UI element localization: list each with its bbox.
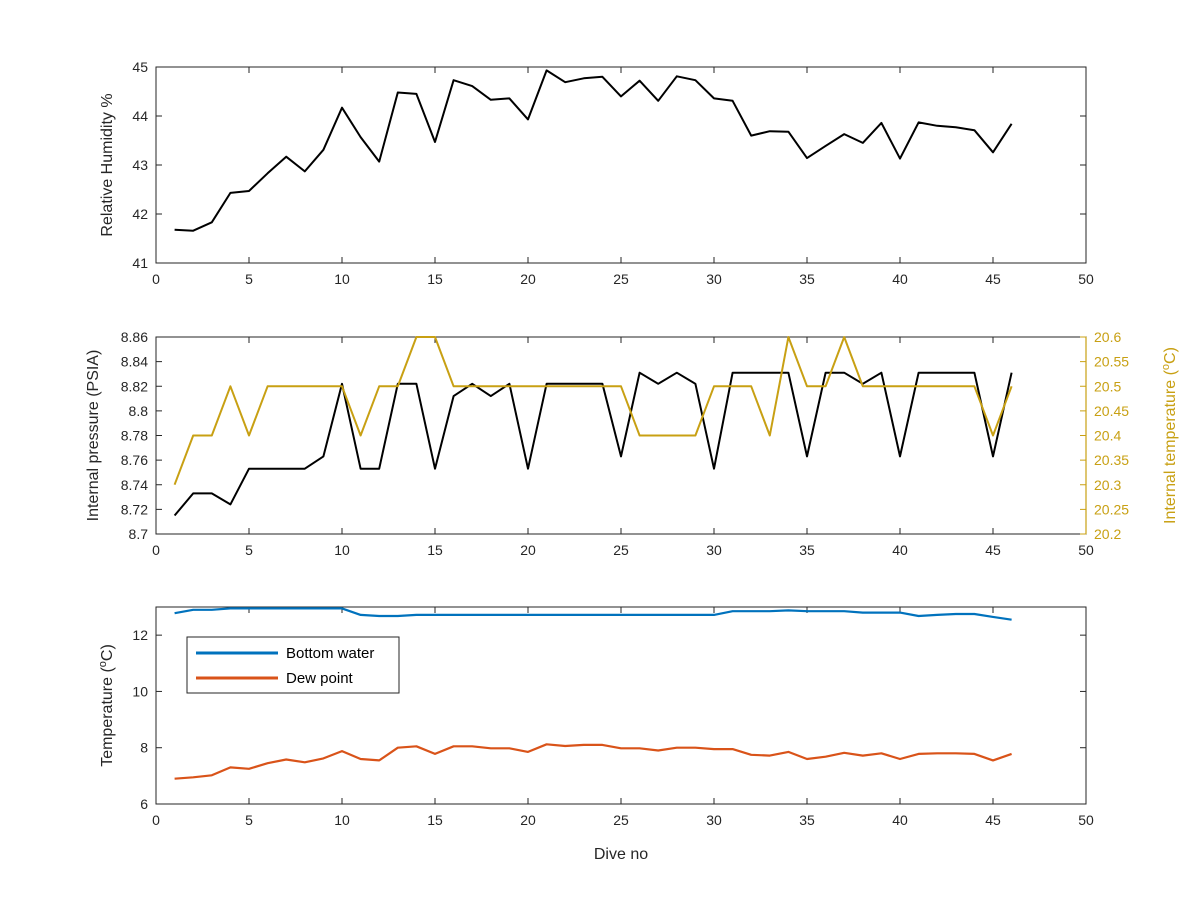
y-tick-label: 6 [140,796,148,812]
y-tick-label: 12 [132,627,148,643]
y-tick-label: 8.72 [121,501,148,517]
y2-tick-label: 20.45 [1094,403,1129,419]
x-tick-label: 40 [892,542,908,558]
legend-box [186,636,400,694]
x-tick-label: 50 [1078,271,1094,287]
humidity-panel: 0 5 10 15 20 25 30 35 40 45 50 41 42 43 44 45 Relative H… [99,59,1094,287]
x-tick-label: 15 [427,271,443,287]
x-tick-label: 20 [520,542,536,558]
legend-label: Dew point [286,670,354,687]
x-tick-label: 10 [334,812,350,828]
x-tick-label: 25 [613,542,629,558]
y-axis-label: Relative Humidity % [99,93,116,236]
x-tick-label: 40 [892,812,908,828]
x-tick-label: 40 [892,271,908,287]
x-tick-label: 10 [334,542,350,558]
x-tick-label: 20 [520,812,536,828]
x-tick-label: 50 [1078,812,1094,828]
pressure-temperature-panel: 0 5 10 15 20 25 30 35 40 45 50 8.7 8.72 8.74 8.76 8.78 8… [85,329,1179,558]
x-tick-label: 5 [245,812,253,828]
series-line-dew-point [174,743,1012,780]
x-tick-label: 10 [334,271,350,287]
plot-area [155,336,1087,535]
x-tick-label: 30 [706,271,722,287]
series-line-bottom-water [174,607,1012,621]
y-tick-label: 10 [132,683,148,699]
y-axis-label: Temperature (oC) [97,644,116,767]
y2-axis-label: Internal temperature (oC) [1160,347,1179,524]
legend-label: Bottom water [286,645,374,662]
y-tick-label: 8.78 [121,428,148,444]
x-tick-label: 35 [799,542,815,558]
x-tick-label: 25 [613,271,629,287]
y-tick-label: 8 [140,740,148,756]
y-tick-label: 8.86 [121,329,148,345]
y-tick-label: 45 [132,59,148,75]
y2-tick-label: 20.5 [1094,378,1121,394]
y-tick-label: 41 [132,255,148,271]
temperature-panel: 0 5 10 15 20 25 30 35 40 45 50 6 8 10 12 Temperature (o… [97,606,1094,828]
x-tick-label: 50 [1078,542,1094,558]
y-tick-label: 8.7 [129,526,149,542]
x-tick-label: 15 [427,542,443,558]
x-tick-label: 45 [985,812,1001,828]
y-tick-label: 44 [132,108,148,124]
y-axis-label: Internal pressure (PSIA) [85,350,102,522]
x-axis-label: Dive no [594,846,648,863]
x-tick-label: 45 [985,271,1001,287]
y2-tick-label: 20.55 [1094,354,1129,370]
series-line-1 [173,336,1013,486]
x-tick-label: 20 [520,271,536,287]
y2-tick-label: 20.3 [1094,477,1121,493]
series-line-0 [173,371,1013,517]
x-tick-label: 25 [613,812,629,828]
x-tick-label: 45 [985,542,1001,558]
x-tick-label: 15 [427,812,443,828]
y-tick-label: 43 [132,157,148,173]
y2-tick-label: 20.6 [1094,329,1121,345]
y2-tick-label: 20.35 [1094,452,1129,468]
legend: Bottom water Dew point [186,636,400,694]
x-tick-label: 35 [799,271,815,287]
x-tick-label: 30 [706,812,722,828]
x-tick-label: 5 [245,542,253,558]
y-tick-label: 8.74 [121,477,148,493]
y2-tick-label: 20.2 [1094,526,1121,542]
y2-tick-label: 20.25 [1094,501,1129,517]
x-tick-label: 0 [152,812,160,828]
y-tick-label: 8.8 [129,403,149,419]
y2-tick-label: 20.4 [1094,428,1121,444]
y-tick-label: 42 [132,206,148,222]
series-line-0 [174,69,1013,232]
y-tick-label: 8.82 [121,378,148,394]
y-tick-label: 8.76 [121,452,148,468]
x-tick-label: 0 [152,542,160,558]
x-tick-label: 30 [706,542,722,558]
x-tick-label: 5 [245,271,253,287]
x-tick-label: 0 [152,271,160,287]
x-tick-label: 35 [799,812,815,828]
y-tick-label: 8.84 [121,354,148,370]
